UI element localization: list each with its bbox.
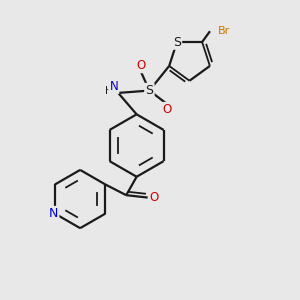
Text: N: N xyxy=(110,80,118,93)
Text: S: S xyxy=(173,35,181,49)
Text: Br: Br xyxy=(218,26,230,36)
Text: O: O xyxy=(163,103,172,116)
Text: O: O xyxy=(149,191,159,204)
Text: S: S xyxy=(146,84,153,97)
Text: O: O xyxy=(136,59,146,72)
Text: H: H xyxy=(105,85,113,96)
Text: N: N xyxy=(49,207,58,220)
